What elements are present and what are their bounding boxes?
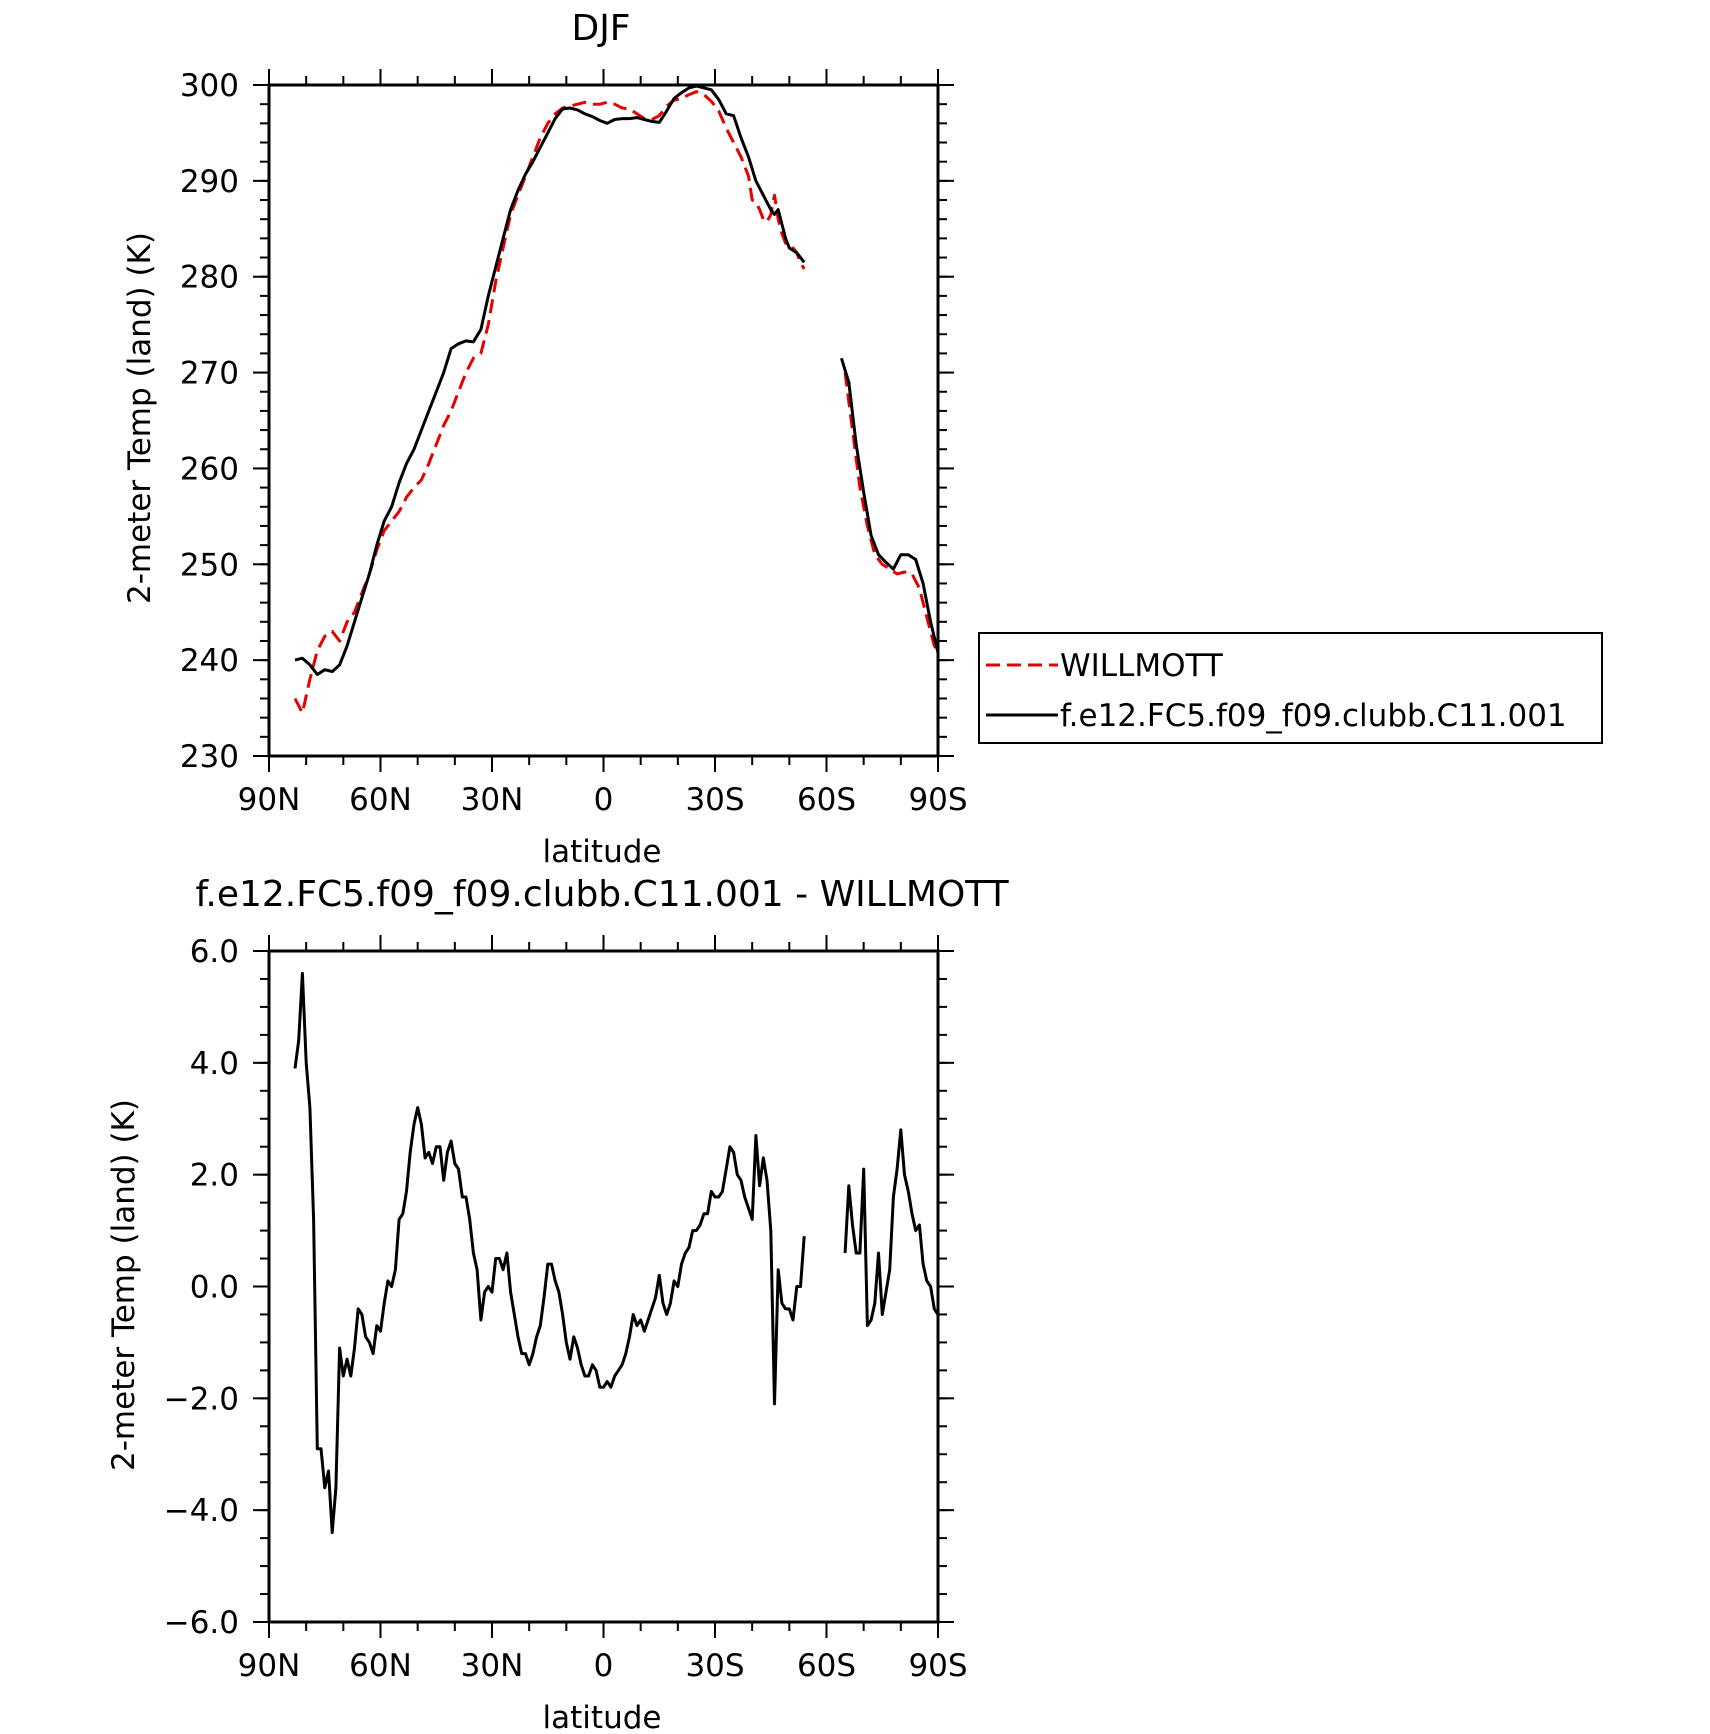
top-panel: DJF latitude 2-meter Temp (land) (K) 230… xyxy=(122,8,968,870)
bottom-y-tick-label: 2.0 xyxy=(190,1158,239,1194)
bottom-x-tick-label: 90N xyxy=(238,1648,301,1684)
bottom-y-tick-label: 0.0 xyxy=(190,1270,239,1306)
top-y-tick-label: 230 xyxy=(180,739,239,775)
legend-box xyxy=(978,632,1603,744)
bottom-series-lines xyxy=(293,971,940,1534)
top-x-axis-label: latitude xyxy=(543,834,662,870)
top-y-tick-label: 250 xyxy=(180,547,239,583)
bottom-x-tick-label: 60S xyxy=(797,1648,856,1684)
top-y-axis-label: 2-meter Temp (land) (K) xyxy=(122,232,158,604)
bottom-x-tick-label: 60N xyxy=(349,1648,412,1684)
top-y-tick-label: 260 xyxy=(180,451,239,487)
top-x-tick-label: 90N xyxy=(238,782,301,818)
top-y-tick-label: 280 xyxy=(180,260,239,296)
legend-label-willmott: WILLMOTT xyxy=(1060,648,1224,684)
top-x-tick-label: 30N xyxy=(461,782,524,818)
top-x-tick-label: 90S xyxy=(908,782,967,818)
top-x-tick-label: 60S xyxy=(797,782,856,818)
legend-label-model: f.e12.FC5.f09_f09.clubb.C11.001 xyxy=(1060,698,1567,734)
bottom-x-tick-label: 0 xyxy=(594,1648,614,1684)
top-chart-title: DJF xyxy=(571,8,630,49)
top-series-lines xyxy=(293,84,940,715)
top-series-1-segment-0 xyxy=(294,84,806,676)
top-axis-ticks: 230 240 250 260 270 280 290 300 90N 60N 30N 0 30S 60S… xyxy=(180,68,968,818)
bottom-plot-frame xyxy=(267,949,940,1624)
bottom-chart-title: f.e12.FC5.f09_f09.clubb.C11.001 - WILLMO… xyxy=(195,874,1009,915)
top-series-0-segment-0 xyxy=(293,90,806,715)
bottom-y-tick-label: −4.0 xyxy=(164,1493,239,1529)
bottom-y-tick-label: −6.0 xyxy=(164,1605,239,1641)
top-y-tick-label: 290 xyxy=(180,164,239,200)
bottom-x-tick-label: 90S xyxy=(908,1648,967,1684)
bottom-series-0-segment-1 xyxy=(843,1128,940,1328)
top-x-tick-label: 0 xyxy=(594,782,614,818)
top-y-tick-label: 300 xyxy=(180,68,239,104)
bottom-panel: f.e12.FC5.f09_f09.clubb.C11.001 - WILLMO… xyxy=(106,874,1010,1734)
bottom-x-tick-label: 30N xyxy=(461,1648,524,1684)
bottom-y-tick-label: −2.0 xyxy=(164,1381,239,1417)
bottom-x-axis-label: latitude xyxy=(543,1700,662,1734)
top-series-1-segment-1 xyxy=(839,357,940,653)
top-y-tick-label: 240 xyxy=(180,643,239,679)
top-x-tick-label: 30S xyxy=(685,782,744,818)
top-series-0-segment-1 xyxy=(843,372,940,652)
bottom-y-tick-label: 6.0 xyxy=(190,934,239,970)
bottom-y-tick-label: 4.0 xyxy=(190,1046,239,1082)
bottom-y-axis-label: 2-meter Temp (land) (K) xyxy=(106,1099,142,1471)
bottom-series-0-segment-0 xyxy=(293,971,806,1534)
top-x-tick-label: 60N xyxy=(349,782,412,818)
top-plot-frame xyxy=(267,83,940,758)
legend: WILLMOTT f.e12.FC5.f09_f09.clubb.C11.001 xyxy=(978,632,1603,744)
bottom-x-tick-label: 30S xyxy=(685,1648,744,1684)
top-y-tick-label: 270 xyxy=(180,356,239,392)
